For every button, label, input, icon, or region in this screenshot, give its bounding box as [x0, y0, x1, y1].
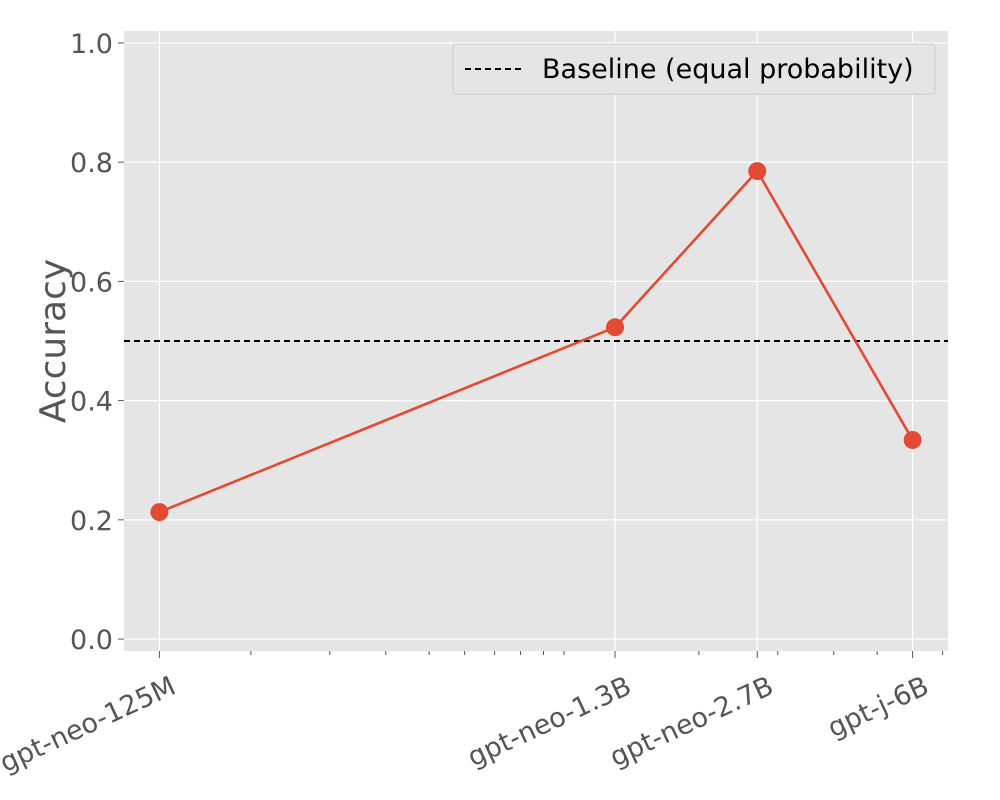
data-point [150, 503, 169, 522]
y-tick-label: 0.4 [70, 387, 113, 418]
data-point [903, 430, 922, 449]
legend-label-baseline: Baseline (equal probability) [542, 54, 914, 85]
y-tick-label: 0.2 [70, 506, 113, 537]
x-tick-label: gpt-j-6B [823, 671, 934, 745]
y-axis-label: Accuracy [33, 259, 74, 423]
x-tick-label: gpt-neo-125M [0, 671, 180, 779]
y-tick-label: 0.6 [70, 267, 113, 298]
legend-box [452, 43, 936, 95]
data-point [748, 162, 767, 181]
y-tick-label: 0.8 [70, 148, 113, 179]
x-minor-ticks [250, 651, 944, 655]
x-tick-label: gpt-neo-2.7B [605, 671, 778, 774]
y-tick-label: 1.0 [70, 29, 113, 60]
y-axis: 0.0 0.2 0.4 0.6 0.8 1.0 [70, 29, 124, 656]
series-layer [150, 162, 922, 522]
grid-lines [124, 31, 948, 651]
data-point [606, 318, 625, 337]
y-tick-label: 0.0 [70, 625, 113, 656]
series-line [158, 168, 914, 514]
legend: Baseline (equal probability) [452, 43, 936, 95]
